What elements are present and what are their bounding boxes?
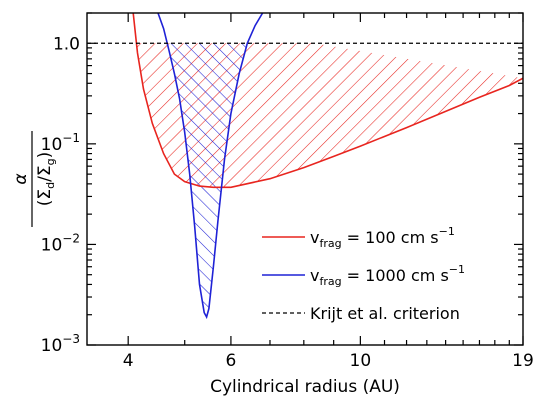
y-axis-title-denominator: (Σd/Σg): [35, 152, 57, 206]
lines-layer: [87, 13, 523, 320]
series-line-1: [157, 13, 264, 320]
plot-frame: [86, 12, 524, 346]
series-line-0: [132, 13, 523, 189]
legend-label-2: Krijt et al. criterion: [310, 304, 460, 323]
legend-label-1: vfrag = 1000 cm s−1: [310, 263, 465, 288]
x-tick-label: 4: [123, 351, 134, 371]
hatch-layer: [136, 43, 523, 317]
x-tick-label: 19: [512, 351, 534, 371]
plot-area: [87, 13, 523, 320]
y-tick-label: 10−2: [41, 231, 80, 255]
ticks-layer: 4 6 10 19 10−3 10−2 10−1 1.0: [41, 12, 534, 371]
y-tick-label: 1.0: [53, 34, 80, 54]
y-axis-title-numerator: α: [11, 173, 31, 184]
legend: vfrag = 100 cm s−1 vfrag = 1000 cm s−1 Kri…: [262, 225, 465, 323]
x-axis-title: Cylindrical radius (AU): [210, 377, 400, 397]
y-tick-label: 10−1: [41, 131, 80, 155]
legend-label-0: vfrag = 100 cm s−1: [310, 225, 455, 250]
x-tick-label: 6: [226, 351, 237, 371]
x-tick-label: 10: [350, 351, 372, 371]
hatch-region-series-1: [167, 43, 248, 317]
y-tick-label: 10−3: [41, 332, 80, 356]
